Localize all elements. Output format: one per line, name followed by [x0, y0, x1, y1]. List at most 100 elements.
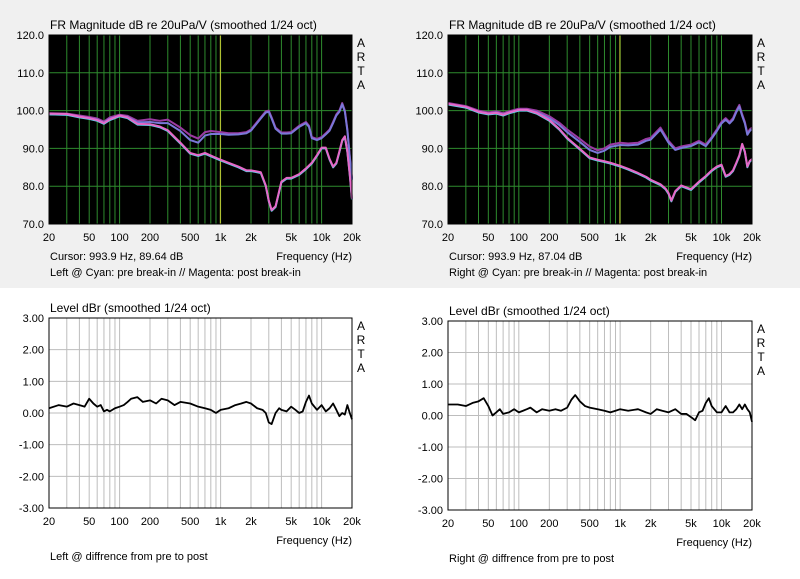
x-tick-label: 100: [510, 232, 528, 244]
x-tick-label: 200: [540, 518, 558, 530]
x-tick-label: 10k: [313, 516, 331, 528]
chart-panel-bottom-right: Level dBr (smoothed 1/24 oct) 3.00 2.00 1.0…: [418, 304, 766, 565]
x-tick-label: 1k: [215, 232, 227, 244]
arta-brand-letter: T: [757, 64, 765, 78]
y-tick-label: 110.0: [17, 68, 44, 80]
x-tick-label: 20k: [743, 518, 761, 530]
chart-title: Level dBr (smoothed 1/24 oct): [449, 304, 610, 318]
x-axis-label: Frequency (Hz): [676, 251, 752, 263]
x-tick-label: 100: [110, 516, 128, 528]
y-tick-label: 100.0: [415, 106, 443, 118]
x-tick-label: 2k: [645, 518, 657, 530]
y-tick-label: 90.0: [23, 143, 44, 155]
x-tick-label: 1k: [614, 232, 626, 244]
x-tick-label: 1k: [614, 518, 626, 530]
cursor-readout: Cursor: 993.9 Hz, 87.04 dB: [449, 251, 582, 263]
arta-brand-letter: A: [357, 319, 365, 333]
arta-brand-letter: T: [357, 64, 365, 78]
y-tick-label: 0.00: [422, 411, 443, 423]
x-tick-label: 100: [510, 518, 528, 530]
x-tick-label: 2k: [645, 232, 657, 244]
chart-title: FR Magnitude dB re 20uPa/V (smoothed 1/2…: [449, 18, 716, 32]
y-tick-label: -3.00: [418, 505, 443, 517]
x-tick-label: 50: [482, 232, 494, 244]
y-tick-label: 3.00: [23, 313, 44, 325]
y-tick-label: 70.0: [422, 219, 443, 231]
x-tick-label: 20: [43, 232, 55, 244]
series-line-4: [447, 102, 753, 202]
y-tick-label: 70.0: [23, 219, 44, 231]
arta-brand-letter: R: [757, 336, 766, 350]
x-axis-label: Frequency (Hz): [276, 535, 352, 547]
x-axis-label: Frequency (Hz): [676, 537, 752, 549]
y-tick-label: 80.0: [422, 181, 443, 193]
x-tick-label: 1k: [215, 516, 227, 528]
x-tick-label: 500: [181, 516, 199, 528]
chart-panel-top-left: FR Magnitude dB re 20uPa/V (smoothed 1/2…: [16, 18, 365, 279]
x-tick-label: 200: [141, 232, 159, 244]
x-tick-label: 5k: [685, 232, 697, 244]
x-tick-label: 10k: [313, 232, 331, 244]
plot-frame: [48, 317, 353, 509]
y-tick-label: 100.0: [16, 106, 44, 118]
x-tick-label: 200: [540, 232, 558, 244]
arta-brand-letter: T: [757, 350, 765, 364]
y-tick-label: -1.00: [418, 442, 443, 454]
x-tick-label: 5k: [285, 232, 297, 244]
x-tick-label: 20k: [743, 232, 761, 244]
plot-area: [448, 35, 752, 224]
y-tick-label: 3.00: [422, 316, 443, 328]
y-tick-label: 2.00: [422, 348, 443, 360]
x-tick-label: 20: [442, 518, 454, 530]
chart-title: FR Magnitude dB re 20uPa/V (smoothed 1/2…: [50, 18, 317, 32]
x-axis-label: Frequency (Hz): [276, 251, 352, 263]
x-tick-label: 10k: [713, 518, 731, 530]
arta-brand-letter: A: [357, 78, 365, 92]
y-tick-label: -1.00: [19, 440, 44, 452]
x-tick-label: 500: [181, 232, 199, 244]
x-tick-label: 50: [83, 516, 95, 528]
x-tick-label: 5k: [685, 518, 697, 530]
x-tick-label: 50: [482, 518, 494, 530]
y-tick-label: 2.00: [23, 345, 44, 357]
y-tick-label: 1.00: [422, 379, 443, 391]
y-tick-label: 1.00: [23, 376, 44, 388]
x-tick-label: 20k: [343, 232, 361, 244]
x-tick-label: 100: [110, 232, 128, 244]
x-tick-label: 2k: [245, 516, 257, 528]
x-tick-label: 20k: [343, 516, 361, 528]
x-tick-label: 200: [141, 516, 159, 528]
arta-brand-letter: A: [757, 78, 765, 92]
y-tick-label: 0.00: [23, 408, 44, 420]
y-tick-label: 120.0: [415, 30, 443, 42]
y-tick-label: 80.0: [23, 181, 44, 193]
y-tick-label: 120.0: [16, 30, 44, 42]
arta-brand-letter: T: [357, 347, 365, 361]
chart-panel-bottom-left: Level dBr (smoothed 1/24 oct) 3.00 2.00 1.0…: [19, 301, 366, 563]
cursor-readout: Cursor: 993.9 Hz, 89.64 dB: [50, 251, 183, 263]
series-line-1: [48, 394, 353, 425]
arta-brand-letter: R: [357, 333, 366, 347]
arta-brand-letter: R: [357, 50, 366, 64]
series-line-1: [448, 394, 753, 423]
arta-brand-letter: A: [757, 322, 765, 336]
arta-brand-letter: A: [357, 361, 365, 375]
y-tick-label: 90.0: [422, 143, 443, 155]
x-tick-label: 50: [83, 232, 95, 244]
chart-caption: Right @ Cyan: pre break-in // Magenta: p…: [449, 267, 707, 279]
chart-caption: Left @ Cyan: pre break-in // Magenta: po…: [50, 267, 301, 279]
arta-brand-letter: A: [357, 36, 365, 50]
y-tick-label: -3.00: [19, 503, 44, 515]
plot-frame: [48, 34, 353, 225]
x-tick-label: 20: [442, 232, 454, 244]
y-tick-label: -2.00: [418, 474, 443, 486]
plot-frame: [447, 320, 753, 511]
x-tick-label: 500: [580, 232, 598, 244]
series-line-4: [48, 112, 353, 212]
chart-caption: Right @ diffrence from pre to post: [449, 553, 614, 565]
y-tick-label: 110.0: [416, 68, 443, 80]
x-tick-label: 5k: [285, 516, 297, 528]
chart-panel-top-right: FR Magnitude dB re 20uPa/V (smoothed 1/2…: [415, 18, 765, 279]
x-tick-label: 500: [580, 518, 598, 530]
